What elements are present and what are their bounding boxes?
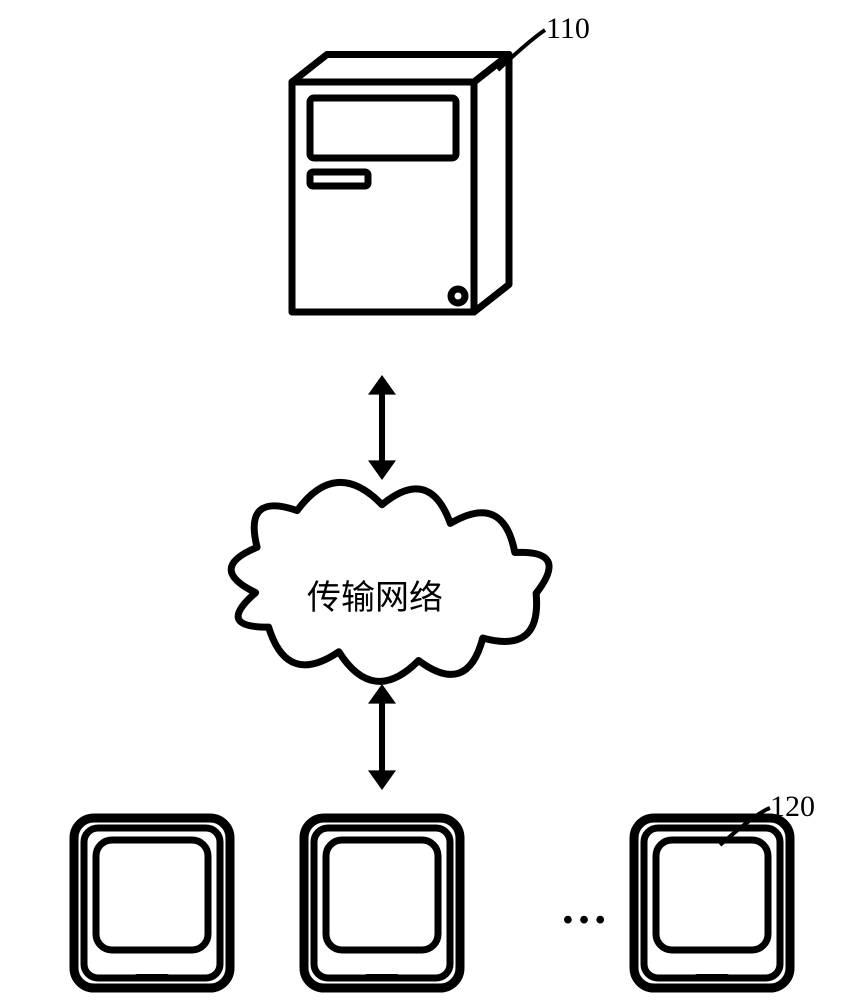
device-ref-label: 120 [770, 790, 815, 824]
diagram-canvas: 110 120 传输网络 … [0, 0, 864, 1000]
cloud-label: 传输网络 [307, 570, 443, 619]
devices-ellipsis: … [560, 880, 614, 935]
diagram-svg [0, 0, 864, 1000]
server-ref-label: 110 [546, 12, 590, 46]
